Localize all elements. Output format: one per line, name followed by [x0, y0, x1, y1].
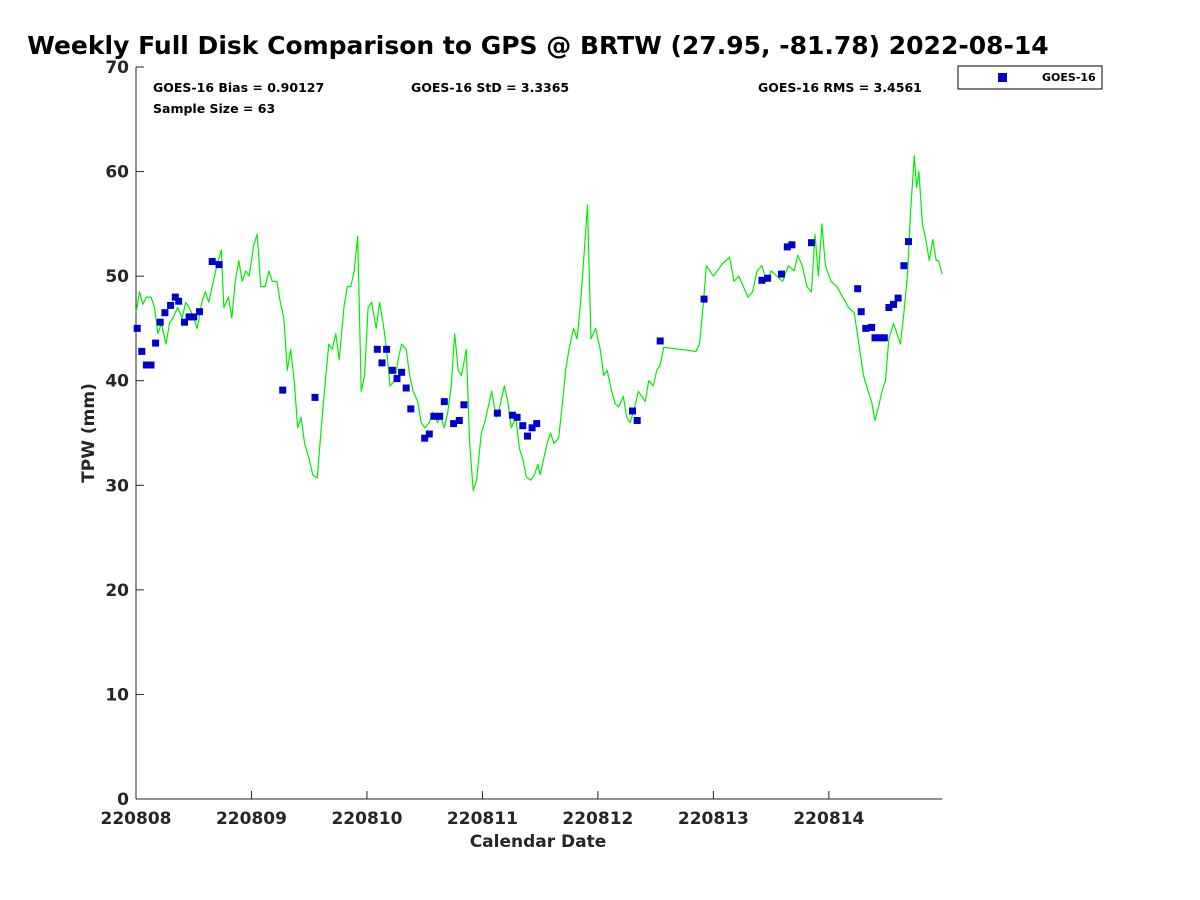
y-tick-label: 50 — [105, 267, 129, 287]
x-axis-label: Calendar Date — [470, 832, 607, 852]
goes16-point — [894, 294, 902, 302]
y-tick-label: 70 — [105, 58, 129, 78]
goes16-point — [900, 262, 908, 270]
goes16-point — [513, 413, 521, 421]
goes16-point — [425, 430, 433, 438]
goes16-point — [533, 420, 541, 428]
goes16-point — [890, 300, 897, 308]
goes16-point — [629, 407, 636, 415]
gps-series — [135, 155, 943, 492]
goes16-series — [133, 238, 912, 442]
bias-stat: GOES-16 Bias = 0.90127 — [153, 80, 324, 95]
x-tick-label: 220810 — [331, 809, 402, 829]
goes16-point — [161, 309, 169, 317]
goes16-point — [633, 417, 641, 424]
goes16-point — [156, 318, 164, 326]
x-tick-label: 220808 — [101, 809, 172, 829]
goes16-point — [508, 411, 516, 419]
goes16-point — [857, 308, 865, 316]
gps-line — [135, 155, 943, 492]
goes16-point — [398, 368, 406, 376]
x-tick-label: 220812 — [562, 809, 633, 829]
goes16-point — [783, 243, 791, 251]
goes16-point — [133, 324, 141, 332]
goes16-point — [880, 334, 888, 342]
goes16-point — [383, 345, 391, 353]
goes16-point — [455, 417, 463, 424]
goes16-point — [519, 422, 527, 430]
goes16-point — [854, 285, 862, 293]
goes16-point — [142, 361, 150, 369]
std-stat: GOES-16 StD = 3.3365 — [411, 80, 569, 95]
goes16-point — [436, 412, 444, 420]
x-tick-label: 220811 — [447, 809, 518, 829]
goes16-point — [493, 409, 501, 417]
y-tick-label: 60 — [105, 163, 129, 183]
goes16-point — [700, 295, 708, 303]
y-tick-label: 10 — [105, 685, 129, 705]
sample-size-stat: Sample Size = 63 — [153, 101, 275, 116]
goes16-point — [185, 313, 193, 321]
goes16-point — [905, 238, 912, 246]
y-tick-label: 40 — [105, 372, 129, 392]
legend: GOES-16 — [957, 65, 1103, 90]
y-tick-label: 30 — [105, 476, 129, 496]
goes16-point — [190, 313, 198, 321]
goes16-point — [862, 324, 870, 332]
goes16-point — [430, 412, 438, 420]
goes16-point — [215, 261, 223, 269]
goes16-point — [885, 304, 893, 311]
goes16-point — [196, 308, 203, 316]
goes16-point — [808, 239, 815, 247]
legend-box — [957, 65, 1103, 90]
y-tick-label: 20 — [105, 581, 129, 601]
goes16-point — [167, 301, 175, 309]
goes16-point — [311, 393, 319, 401]
goes16-point — [876, 334, 884, 342]
goes16-point — [524, 432, 531, 440]
goes16-point — [460, 401, 468, 409]
goes16-point — [407, 405, 415, 413]
goes16-point — [764, 274, 772, 282]
goes16-point — [378, 359, 386, 367]
goes16-point — [656, 337, 664, 345]
y-axis: 0 10 20 30 40 50 60 70 — [105, 58, 144, 810]
goes16-point — [528, 424, 536, 432]
goes16-point — [868, 323, 876, 331]
goes16-point — [181, 318, 188, 326]
goes16-point — [393, 375, 401, 383]
x-tick-label: 220813 — [678, 809, 749, 829]
y-tick-label: 0 — [117, 790, 129, 810]
goes16-point — [147, 361, 155, 369]
x-tick-label: 220809 — [216, 809, 287, 829]
goes16-point — [138, 347, 146, 355]
chart-title: Weekly Full Disk Comparison to GPS @ BRT… — [27, 31, 1048, 60]
rms-stat: GOES-16 RMS = 3.4561 — [758, 80, 922, 95]
x-axis: 220808 220809 220810 220811 220812 220813 2208… — [101, 791, 864, 829]
y-axis-label: TPW (mm) — [79, 383, 99, 483]
goes16-point — [758, 276, 766, 284]
legend-label: GOES-16 — [1042, 71, 1096, 84]
goes16-point — [171, 293, 179, 301]
goes16-point — [388, 366, 396, 374]
goes16-point — [450, 420, 458, 428]
goes16-point — [208, 258, 216, 265]
goes16-point — [152, 339, 160, 347]
goes16-point — [421, 434, 429, 442]
goes16-point — [440, 398, 448, 406]
goes16-point — [279, 386, 287, 394]
x-tick-label: 220814 — [793, 809, 864, 829]
goes16-point — [788, 241, 796, 249]
legend-marker — [998, 73, 1007, 82]
goes16-point — [778, 270, 785, 278]
goes16-point — [175, 297, 183, 305]
goes16-point — [402, 384, 410, 392]
plot-area — [135, 67, 942, 800]
goes16-point — [871, 334, 879, 342]
goes16-point — [373, 345, 381, 353]
